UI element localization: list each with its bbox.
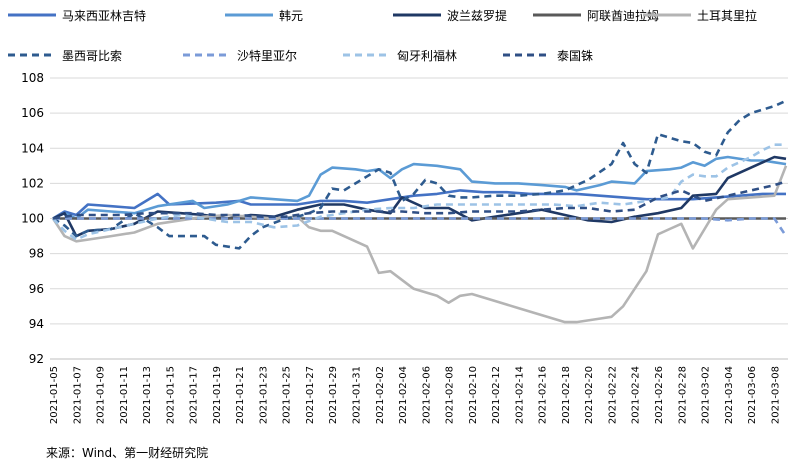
legend-label-3: 阿联酋迪拉姆 — [587, 8, 659, 23]
y-tick-label: 108 — [21, 71, 44, 85]
x-axis: 2021-01-05 2021-01-07 2021-01-09 2021-01-11… — [49, 358, 788, 424]
x-tick-label: 2021-02-26 — [654, 366, 665, 424]
x-tick-label: 2021-01-25 — [282, 366, 293, 424]
x-tick-label: 2021-02-20 — [584, 366, 595, 424]
x-tick-label: 2021-02-10 — [468, 366, 479, 424]
x-tick-label: 2021-02-22 — [607, 366, 618, 424]
legend-label-2: 波兰兹罗提 — [447, 8, 507, 23]
x-tick-label: 2021-02-18 — [561, 366, 572, 424]
legend-label-4: 土耳其里拉 — [697, 8, 757, 23]
x-tick-label: 2021-02-06 — [421, 366, 432, 424]
x-tick-label: 2021-01-17 — [189, 366, 200, 424]
x-tick-label: 2021-01-23 — [258, 366, 269, 424]
x-tick-label: 2021-01-11 — [119, 366, 130, 424]
x-tick-label: 2021-01-05 — [49, 366, 60, 424]
x-tick-label: 2021-01-29 — [328, 366, 339, 424]
plot-area — [51, 99, 788, 324]
x-tick-label: 2021-01-31 — [352, 366, 363, 424]
x-tick-label: 2021-02-14 — [514, 366, 525, 424]
legend-label-8: 泰国铢 — [557, 48, 593, 63]
y-tick-label: 106 — [21, 106, 44, 120]
x-tick-label: 2021-01-07 — [72, 366, 83, 424]
series-line-7 — [52, 143, 786, 241]
x-tick-label: 2021-02-24 — [631, 366, 642, 424]
x-tick-label: 2021-01-13 — [142, 366, 153, 424]
y-tick-label: 104 — [21, 141, 44, 155]
y-tick-label: 96 — [29, 282, 44, 296]
x-tick-label: 2021-02-02 — [375, 366, 386, 424]
x-tick-label: 2021-03-08 — [770, 366, 781, 424]
y-tick-label: 102 — [21, 176, 44, 190]
y-axis: 92 94 96 98 100 102 104 106 108 — [21, 71, 44, 366]
legend-label-5: 墨西哥比索 — [62, 49, 122, 63]
legend-label-6: 沙特里亚尔 — [237, 48, 297, 63]
series-line-1 — [52, 155, 787, 220]
x-tick-label: 2021-03-06 — [747, 366, 758, 424]
source-note: 来源：Wind、第一财经研究院 — [46, 446, 209, 460]
x-tick-label: 2021-01-27 — [305, 366, 316, 424]
x-tick-label: 2021-03-04 — [724, 366, 735, 424]
x-tick-label: 2021-03-02 — [701, 366, 712, 424]
legend-label-7: 匈牙利福林 — [397, 48, 457, 63]
y-tick-label: 98 — [29, 247, 44, 261]
y-tick-label: 92 — [29, 352, 44, 366]
x-tick-label: 2021-02-12 — [491, 366, 502, 424]
y-tick-label: 94 — [29, 317, 44, 331]
series-line-5 — [52, 99, 787, 250]
series-line-4 — [51, 165, 788, 324]
x-tick-label: 2021-02-28 — [677, 366, 688, 424]
series-line-8 — [52, 180, 787, 220]
x-tick-label: 2021-01-19 — [212, 366, 223, 424]
series-line-6 — [53, 217, 788, 237]
x-tick-label: 2021-01-15 — [165, 366, 176, 424]
x-tick-label: 2021-02-16 — [538, 366, 549, 424]
x-tick-label: 2021-02-04 — [398, 366, 409, 424]
legend-label-1: 韩元 — [279, 8, 303, 23]
x-tick-label: 2021-01-21 — [235, 366, 246, 424]
y-tick-label: 100 — [21, 212, 44, 226]
x-tick-label: 2021-02-08 — [445, 366, 456, 424]
chart-grid — [50, 77, 788, 325]
x-tick-label: 2021-01-09 — [96, 366, 107, 424]
legend-label-0: 马来西亚林吉特 — [62, 8, 146, 23]
